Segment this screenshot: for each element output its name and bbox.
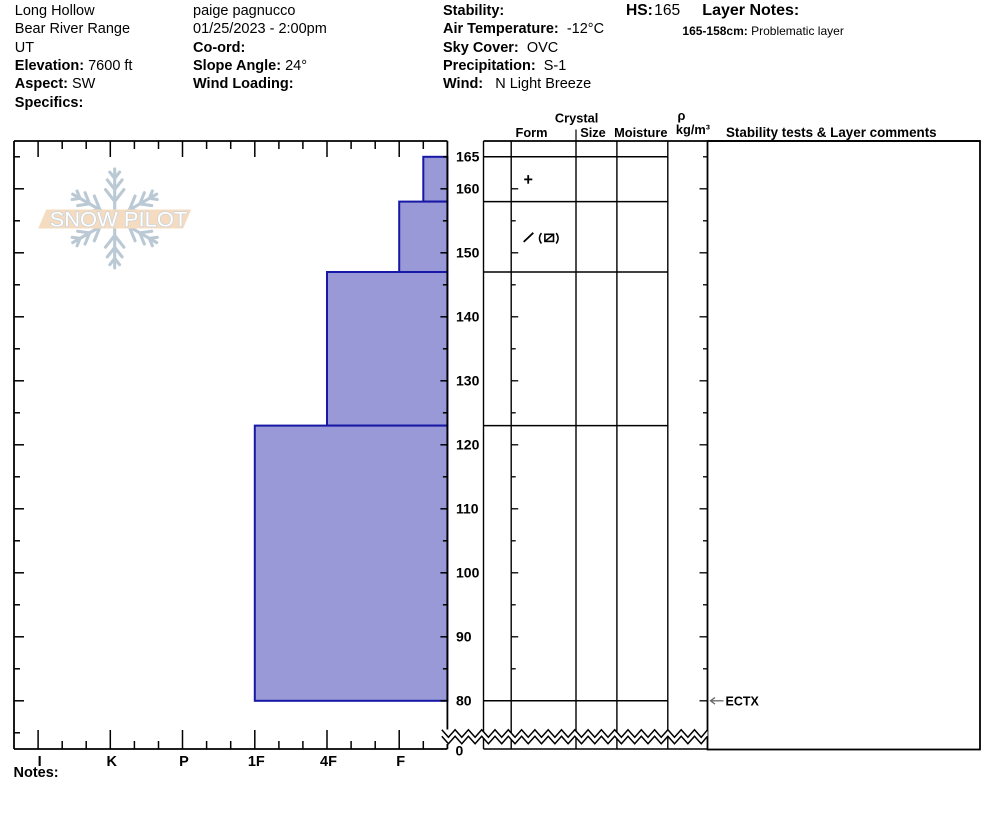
svg-text:Crystal: Crystal <box>555 110 598 125</box>
svg-text:F: F <box>396 754 405 770</box>
svg-text:I: I <box>38 754 42 770</box>
svg-text:Stability tests & Layer commen: Stability tests & Layer comments <box>726 125 937 140</box>
svg-text:165: 165 <box>456 149 480 165</box>
svg-text:ρ: ρ <box>677 108 685 123</box>
svg-text:Moisture: Moisture <box>614 125 667 140</box>
svg-text:140: 140 <box>456 309 480 325</box>
svg-text:Form: Form <box>516 125 548 140</box>
svg-text:110: 110 <box>456 501 479 517</box>
svg-text:80: 80 <box>456 693 472 709</box>
svg-text:4F: 4F <box>320 754 337 770</box>
svg-text:Size: Size <box>580 125 606 140</box>
svg-text:150: 150 <box>456 245 480 261</box>
svg-text:100: 100 <box>456 565 480 581</box>
svg-text:160: 160 <box>456 181 480 197</box>
svg-text:ECTX: ECTX <box>726 694 760 708</box>
svg-text:P: P <box>179 754 189 770</box>
svg-text:0: 0 <box>456 742 464 758</box>
svg-text:130: 130 <box>456 373 480 389</box>
svg-text:SNOW PILOT: SNOW PILOT <box>50 208 188 232</box>
svg-text:kg/m³: kg/m³ <box>676 122 710 137</box>
svg-text:120: 120 <box>456 437 480 453</box>
svg-text:1F: 1F <box>248 754 265 770</box>
svg-text:90: 90 <box>456 629 472 645</box>
svg-text:K: K <box>107 754 118 770</box>
